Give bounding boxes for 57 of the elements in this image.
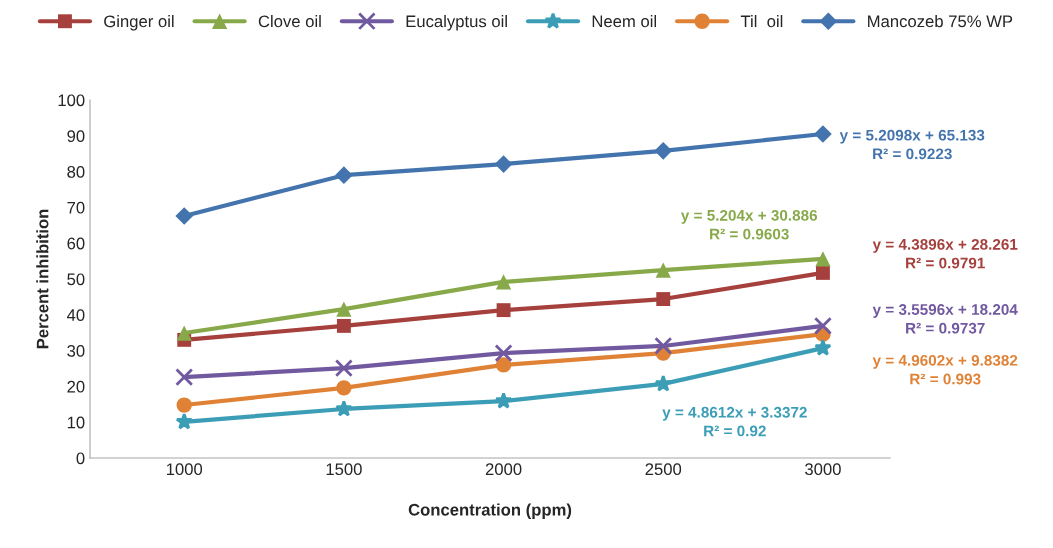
point bbox=[336, 380, 352, 396]
y-axis-title: Percent inhibition bbox=[36, 209, 49, 349]
annotation: y = 4.9602x + 9.8382 R² = 0.993 bbox=[872, 354, 1018, 385]
point bbox=[494, 344, 513, 363]
y-tick-label: 10 bbox=[67, 416, 85, 429]
point bbox=[495, 274, 512, 290]
point bbox=[496, 303, 511, 318]
point bbox=[654, 336, 673, 355]
point bbox=[175, 412, 193, 430]
legend-label: Clove oil bbox=[258, 15, 321, 28]
point bbox=[336, 301, 352, 317]
point bbox=[494, 155, 513, 173]
x-tick-label: 1000 bbox=[166, 463, 203, 476]
legend-label: Mancozeb 75% WP bbox=[868, 15, 1013, 28]
legend-label: Til oil bbox=[740, 15, 783, 28]
point bbox=[336, 318, 351, 333]
legend-label: Neem oil bbox=[592, 15, 657, 28]
point bbox=[494, 392, 513, 409]
x-tick-label: 3000 bbox=[805, 463, 841, 476]
point bbox=[815, 265, 830, 280]
y-tick-label: 0 bbox=[76, 452, 85, 465]
y-tick-label: 90 bbox=[67, 130, 85, 142]
y-tick-label: 50 bbox=[67, 273, 85, 286]
annotation: y = 5.2098x + 65.133 R² = 0.9223 bbox=[839, 129, 985, 160]
point bbox=[175, 368, 194, 387]
x-tick-label: 2500 bbox=[645, 463, 682, 476]
y-tick-label: 70 bbox=[67, 201, 85, 214]
y-tick-label: 60 bbox=[67, 237, 85, 250]
point bbox=[654, 374, 672, 392]
point bbox=[814, 125, 832, 143]
y-tick-label: 80 bbox=[67, 166, 85, 178]
x-axis-title: Concentration (ppm) bbox=[408, 503, 572, 519]
annotation: y = 4.8612x + 3.3372 R² = 0.92 bbox=[662, 406, 807, 437]
point bbox=[814, 339, 832, 356]
y-tick-label: 100 bbox=[58, 94, 85, 107]
legend-label: Ginger oil bbox=[104, 15, 174, 31]
y-tick-label: 30 bbox=[67, 345, 85, 357]
point bbox=[334, 359, 353, 378]
annotation: y = 3.5596x + 18.204 R² = 0.9737 bbox=[872, 304, 1018, 334]
point bbox=[655, 262, 671, 278]
point bbox=[335, 399, 353, 417]
y-tick-label: 40 bbox=[66, 309, 85, 321]
point bbox=[495, 357, 512, 373]
point bbox=[175, 207, 194, 225]
point bbox=[815, 251, 831, 267]
x-tick-label: 2000 bbox=[485, 463, 522, 476]
annotation: y = 5.204x + 30.886 R² = 0.9603 bbox=[680, 209, 818, 240]
point bbox=[335, 166, 353, 185]
point bbox=[176, 325, 192, 341]
point bbox=[813, 316, 832, 335]
point bbox=[656, 292, 671, 306]
x-tick-label: 1500 bbox=[326, 463, 362, 476]
legend-label: Eucalyptus oil bbox=[406, 15, 507, 31]
annotation: y = 4.3896x + 28.261 R² = 0.9791 bbox=[872, 238, 1018, 269]
y-tick-label: 20 bbox=[67, 380, 85, 393]
point bbox=[176, 397, 192, 413]
point bbox=[654, 142, 673, 160]
